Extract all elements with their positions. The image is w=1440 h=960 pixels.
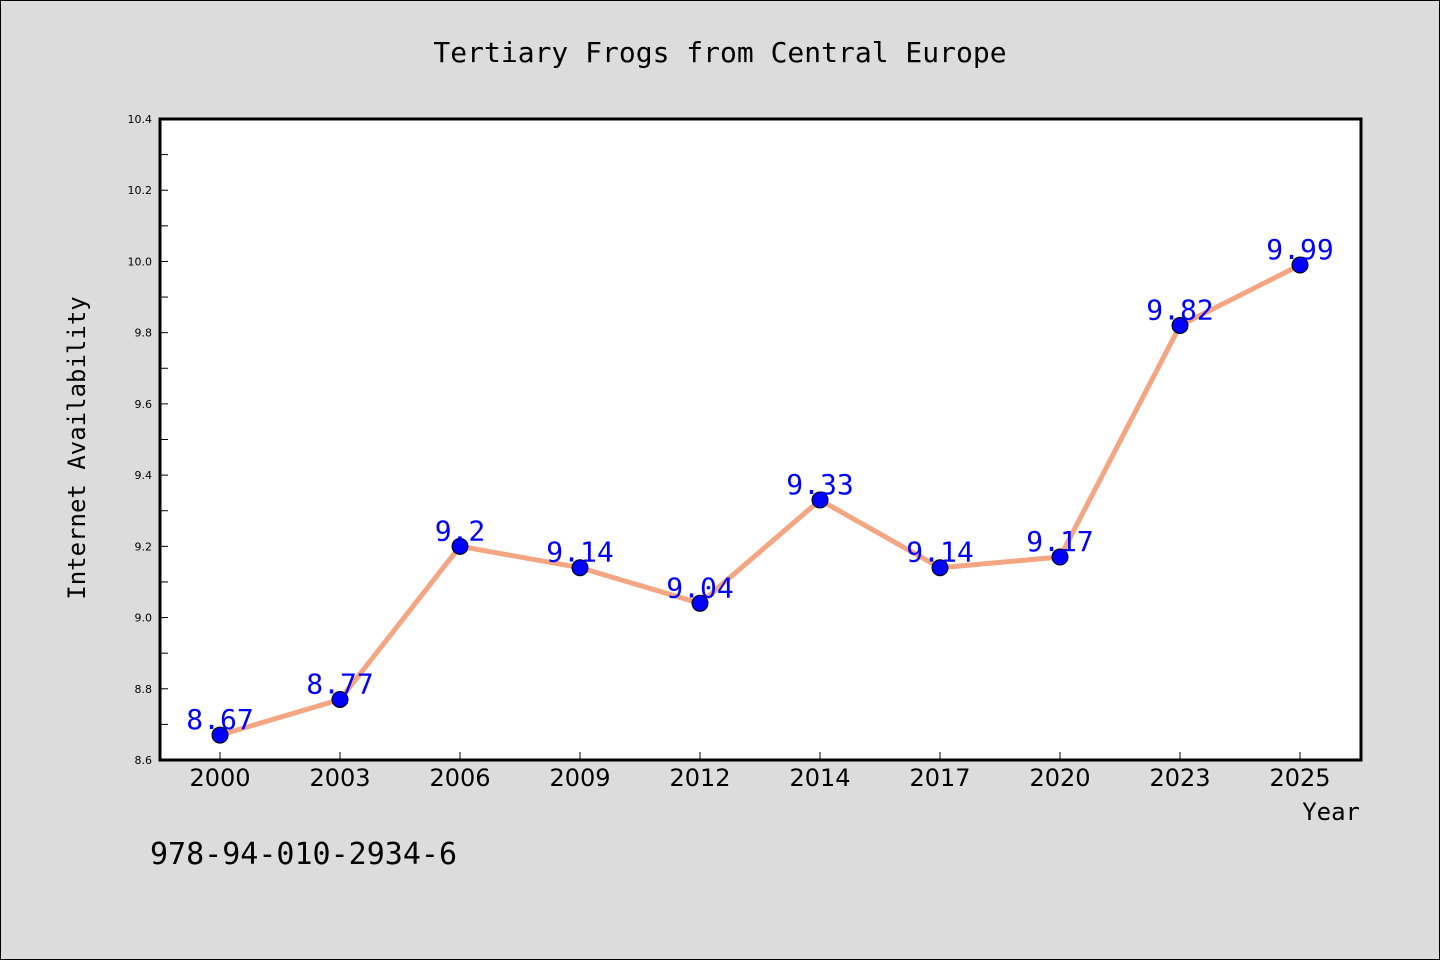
- y-tick-label: 10.4: [128, 113, 153, 126]
- data-label: 9.04: [666, 571, 733, 604]
- data-label: 9.14: [546, 536, 613, 569]
- data-point-marker: [931, 559, 949, 577]
- y-axis: 8.6 8.8 9.0 9.2 9.4 9.6 9.8 10.0 10.2 10.4: [128, 113, 168, 767]
- series-line: [217, 262, 1303, 738]
- y-tick-label: 9.0: [135, 612, 153, 625]
- y-tick-label: 9.2: [135, 540, 153, 553]
- data-label: 9.82: [1146, 294, 1213, 327]
- x-tick-label: 2023: [1149, 764, 1210, 792]
- isbn-text: 978-94-010-2934-6: [150, 837, 457, 872]
- y-tick-label: 10.0: [128, 255, 153, 268]
- chart-title: Tertiary Frogs from Central Europe: [433, 36, 1006, 69]
- data-label: 9.99: [1266, 233, 1333, 266]
- x-tick-label: 2012: [669, 764, 730, 792]
- y-tick-label: 9.4: [135, 469, 153, 482]
- y-tick-label: 9.8: [135, 327, 153, 340]
- y-tick-label: 8.6: [135, 754, 153, 767]
- y-tick-label: 8.8: [135, 683, 153, 696]
- data-point-marker: [211, 726, 229, 744]
- data-point-marker: [1051, 548, 1069, 566]
- data-point-marker: [1291, 256, 1309, 274]
- x-axis-label: Year: [1302, 798, 1360, 826]
- y-tick-label: 10.2: [128, 184, 153, 197]
- x-tick-label: 2017: [909, 764, 970, 792]
- series: 8.67 8.77 9.2 9.14 9.04 9.33 9.14 9.17 9.82 9.99: [186, 233, 1334, 744]
- x-axis: 2000 2003 2006 2009 2012 2014 2017 2020 2023 2025: [189, 752, 1331, 792]
- data-label: 8.77: [306, 667, 373, 700]
- x-tick-label: 2000: [189, 764, 250, 792]
- data-label: 8.67: [186, 703, 253, 736]
- x-tick-label: 2020: [1029, 764, 1090, 792]
- data-point-marker: [1171, 317, 1189, 335]
- x-tick-label: 2025: [1269, 764, 1330, 792]
- data-label: 9.14: [906, 536, 973, 569]
- x-tick-label: 2003: [309, 764, 370, 792]
- data-point-marker: [331, 690, 349, 708]
- data-label: 9.2: [435, 514, 486, 547]
- data-point-marker: [571, 559, 589, 577]
- data-label: 9.33: [786, 468, 853, 501]
- x-tick-label: 2009: [549, 764, 610, 792]
- data-point-marker: [451, 537, 469, 555]
- data-point-marker: [691, 594, 709, 612]
- data-point-marker: [811, 491, 829, 509]
- plot-area: [158, 117, 1363, 762]
- y-tick-label: 9.6: [135, 398, 153, 411]
- y-axis-label: Internet Availability: [63, 296, 91, 599]
- x-tick-label: 2014: [789, 764, 850, 792]
- x-tick-label: 2006: [429, 764, 490, 792]
- data-label: 9.17: [1026, 525, 1093, 558]
